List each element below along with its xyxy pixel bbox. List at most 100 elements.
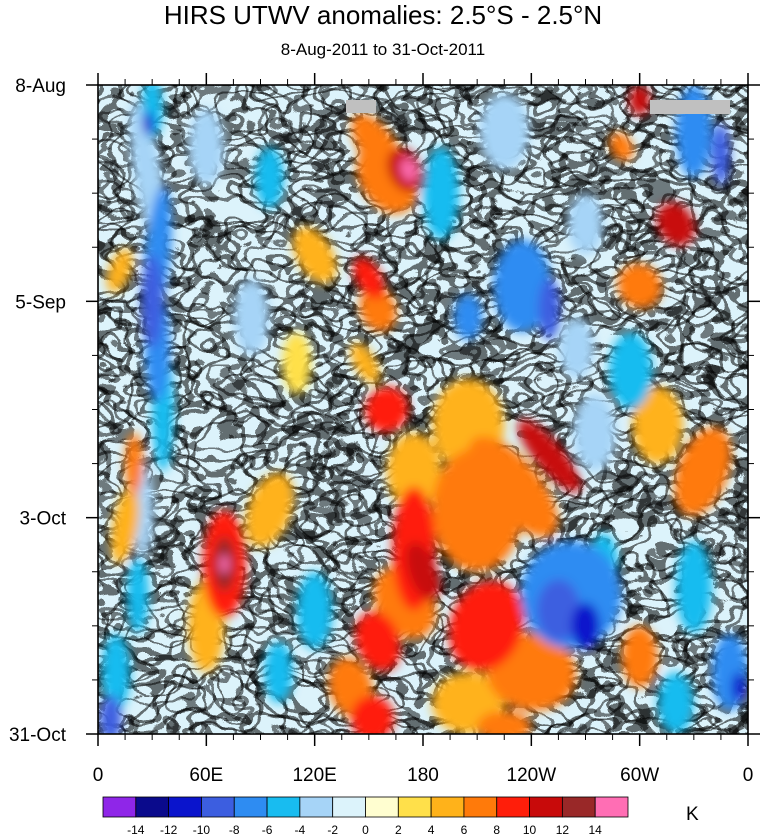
anomaly-patch bbox=[675, 85, 712, 178]
anomaly-patch bbox=[219, 554, 229, 574]
anomaly-patch bbox=[538, 278, 561, 340]
anomaly-patch bbox=[352, 257, 385, 300]
colorbar-swatch bbox=[233, 796, 268, 818]
colorbar-label: -14 bbox=[127, 823, 145, 834]
anomaly-patch bbox=[400, 158, 417, 182]
anomaly-patch bbox=[536, 579, 581, 642]
x-tick-label: 0 bbox=[93, 765, 104, 786]
anomaly-patch bbox=[675, 540, 712, 634]
y-tick-label: 8-Aug bbox=[15, 76, 66, 97]
colorbar-swatch bbox=[496, 796, 530, 818]
colorbar-swatch bbox=[332, 796, 366, 818]
anomaly-patch bbox=[292, 226, 337, 284]
anomaly-patch bbox=[478, 92, 530, 170]
x-tick-label: 120W bbox=[507, 765, 557, 786]
anomaly-patch bbox=[233, 278, 270, 356]
anomaly-patch bbox=[468, 436, 559, 538]
colorbar-label: 12 bbox=[556, 823, 570, 834]
x-tick-label: 120E bbox=[292, 765, 336, 786]
anomaly-patch bbox=[188, 108, 225, 186]
colorbar-swatch bbox=[266, 796, 301, 818]
colorbar-swatch bbox=[529, 796, 563, 818]
anomaly-patch bbox=[255, 146, 284, 209]
anomaly-patch bbox=[101, 633, 131, 711]
y-tick-label: 3-Oct bbox=[20, 509, 67, 530]
colorbar-swatch bbox=[463, 796, 498, 818]
plot-area bbox=[98, 85, 748, 734]
anomaly-patch bbox=[674, 426, 732, 516]
anomaly-patch bbox=[558, 316, 595, 379]
colorbar-label: 2 bbox=[395, 823, 402, 834]
colorbar-swatch bbox=[168, 796, 202, 818]
anomaly-patch bbox=[731, 672, 747, 704]
anomaly-patch bbox=[405, 542, 441, 602]
x-tick-label: 60W bbox=[620, 765, 659, 786]
colorbar-label: -2 bbox=[327, 823, 338, 834]
anomaly-patch bbox=[657, 672, 694, 734]
anomaly-patch bbox=[99, 695, 122, 734]
x-tick-label: 180 bbox=[407, 765, 439, 786]
colorbar-label: 10 bbox=[523, 823, 537, 834]
y-tick-label: 5-Sep bbox=[15, 292, 66, 313]
colorbar-swatch bbox=[201, 796, 235, 818]
colorbar-label: 0 bbox=[362, 823, 369, 834]
x-axis: 0 60E 120E 180 120W 60W 0 bbox=[93, 73, 754, 786]
x-tick-label: 0 bbox=[743, 765, 754, 786]
colorbar-label: -12 bbox=[160, 823, 178, 834]
colorbar-swatch bbox=[365, 796, 399, 818]
anomaly-patch bbox=[572, 394, 617, 472]
anomaly-patch bbox=[617, 263, 662, 309]
anomaly-patch bbox=[711, 123, 730, 186]
anomaly-patch bbox=[628, 85, 651, 116]
anomaly-patch bbox=[350, 342, 381, 384]
anomaly-patch bbox=[350, 695, 395, 734]
anomaly-patch bbox=[632, 386, 683, 464]
anomaly-patch bbox=[282, 332, 312, 395]
anomaly-patch bbox=[143, 112, 154, 136]
colorbar-units-label: K bbox=[686, 804, 699, 825]
colorbar-label: -10 bbox=[193, 823, 211, 834]
colorbar-swatch bbox=[299, 796, 334, 818]
colorbar-label: 14 bbox=[589, 823, 603, 834]
colorbar-label: 4 bbox=[428, 823, 435, 834]
anomaly-patch bbox=[571, 602, 600, 650]
anomaly-patch bbox=[365, 386, 409, 433]
colorbar-label: -6 bbox=[262, 823, 273, 834]
colorbar-label: 8 bbox=[493, 823, 500, 834]
chart-subtitle: 8-Aug-2011 to 31-Oct-2011 bbox=[280, 40, 486, 59]
anomaly-patch bbox=[656, 202, 696, 247]
colorbar: -14 -12 -10 -8 -6 -4 -2 0 2 4 6 8 10 12 14 bbox=[102, 796, 629, 834]
anomaly-patch bbox=[609, 132, 634, 162]
colorbar-swatch bbox=[594, 796, 629, 818]
anomaly-patch bbox=[141, 254, 164, 348]
anomaly-patch bbox=[477, 710, 532, 734]
colorbar-label: -8 bbox=[229, 823, 240, 834]
anomaly-patch bbox=[296, 571, 333, 650]
missing-data-patch bbox=[346, 100, 376, 113]
anomaly-patch bbox=[517, 419, 582, 493]
anomaly-patch bbox=[126, 556, 149, 634]
colorbar-swatch bbox=[135, 796, 170, 818]
anomaly-patch bbox=[453, 293, 483, 340]
anomaly-patch bbox=[621, 625, 658, 688]
colorbar-swatch bbox=[102, 796, 137, 818]
anomaly-patch bbox=[386, 432, 442, 510]
chart-title: HIRS UTWV anomalies: 2.5°S - 2.5°N bbox=[163, 0, 603, 30]
anomaly-patch bbox=[354, 611, 401, 672]
anomaly-patch bbox=[245, 472, 294, 547]
anomaly-patch bbox=[567, 193, 604, 255]
colorbar-swatch bbox=[430, 796, 465, 818]
x-tick-label: 60E bbox=[189, 765, 223, 786]
anomaly-patch bbox=[106, 248, 133, 293]
anomaly-patch bbox=[423, 146, 460, 240]
y-tick-label: 31-Oct bbox=[9, 725, 67, 746]
missing-data-patch bbox=[650, 100, 730, 114]
colorbar-label: 6 bbox=[461, 823, 468, 834]
anomaly-patch bbox=[125, 432, 144, 495]
colorbar-swatch bbox=[397, 796, 432, 818]
anomaly-patch bbox=[608, 332, 653, 410]
colorbar-swatch bbox=[561, 796, 596, 818]
anomaly-patch bbox=[448, 580, 524, 672]
colorbar-label: -4 bbox=[295, 823, 306, 834]
